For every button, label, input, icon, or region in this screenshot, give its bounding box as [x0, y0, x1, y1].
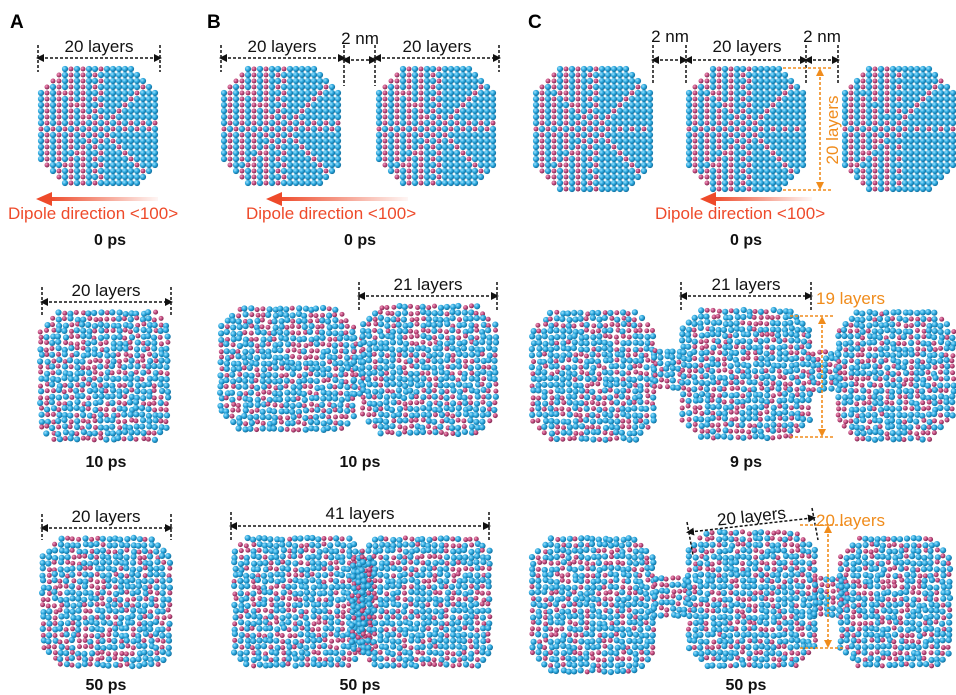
- label-a-row2-layers: 20 layers: [72, 281, 141, 300]
- panel-letter-c: C: [528, 12, 542, 33]
- time-a-0: 0 ps: [94, 232, 126, 249]
- time-b-2: 50 ps: [340, 677, 381, 694]
- cluster-b-0-right: [375, 65, 497, 187]
- dipole-arrow-b: [266, 192, 408, 206]
- label-b-row3-layers: 41 layers: [326, 504, 395, 523]
- cluster-c-0-mid: [685, 65, 807, 193]
- cluster-c-1-left: [528, 309, 658, 443]
- panel-letter-b: B: [207, 12, 221, 33]
- nanoparticle-clusters: [37, 65, 956, 676]
- cluster-c-2-left: [528, 535, 658, 676]
- cluster-c-1-right: [835, 309, 956, 443]
- time-b-0: 0 ps: [344, 232, 376, 249]
- cluster-c-1-bridge1: [650, 348, 684, 391]
- cluster-c-2-bridge1: [650, 575, 690, 619]
- time-b-1: 10 ps: [340, 454, 381, 471]
- label-b-left-layers: 20 layers: [248, 37, 317, 56]
- dipole-label-c: Dipole direction <100>: [655, 204, 825, 223]
- cluster-b-2-left: [231, 534, 365, 669]
- cluster-a-2: [39, 534, 174, 670]
- cluster-a-0: [37, 65, 159, 187]
- panel-letter-a: A: [10, 12, 24, 33]
- time-a-2: 50 ps: [86, 677, 127, 694]
- label-c-row2-orange: 19 layers: [816, 289, 885, 308]
- label-c-gap-left: 2 nm: [651, 27, 689, 46]
- time-c-0: 0 ps: [730, 232, 762, 249]
- time-c-1: 9 ps: [730, 454, 762, 471]
- dipole-label-a: Dipole direction <100>: [8, 204, 178, 223]
- label-a-row1-layers: 20 layers: [65, 37, 134, 56]
- orange-dimension-lines: [783, 67, 844, 649]
- label-c-gap-right: 2 nm: [803, 27, 841, 46]
- cluster-c-1-mid: [679, 306, 814, 442]
- cluster-c-2-right: [836, 535, 954, 669]
- dipole-label-b: Dipole direction <100>: [246, 204, 416, 223]
- time-a-1: 10 ps: [86, 454, 127, 471]
- cluster-c-0-right: [841, 65, 956, 193]
- time-c-2: 50 ps: [726, 677, 767, 694]
- label-b-right-layers: 20 layers: [403, 37, 472, 56]
- cluster-a-1: [37, 309, 172, 443]
- cluster-b-2-right: [358, 535, 493, 670]
- cluster-c-0-left: [532, 65, 654, 193]
- label-c-row2-layers: 21 layers: [712, 275, 781, 294]
- cluster-b-1-right: [359, 302, 500, 438]
- label-c-row3-orange: 20 layers: [816, 511, 885, 530]
- dimension-lines: [36, 45, 840, 556]
- label-c-vertical-layers: 20 layers: [823, 96, 842, 165]
- dipole-arrow-a: [36, 192, 158, 206]
- label-b-gap: 2 nm: [341, 29, 379, 48]
- label-c-row3-layers: 20 layers: [716, 503, 787, 529]
- cluster-b-1-left: [217, 304, 357, 433]
- label-a-row3-layers: 20 layers: [72, 507, 141, 526]
- cluster-b-0-left: [220, 65, 342, 187]
- cluster-c-2-mid: [684, 528, 819, 670]
- label-b-row2-layers: 21 layers: [394, 275, 463, 294]
- label-c-layers: 20 layers: [713, 37, 782, 56]
- dipole-arrow-c: [700, 192, 812, 206]
